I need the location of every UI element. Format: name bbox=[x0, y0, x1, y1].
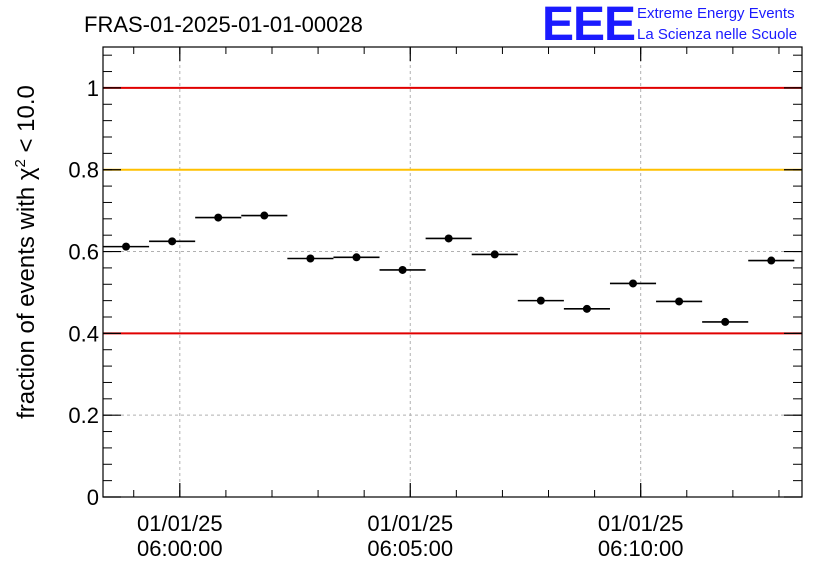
x-tick-time-label: 06:10:00 bbox=[598, 536, 684, 561]
y-tick-label: 0.6 bbox=[68, 240, 99, 265]
tick-labels: 00.20.40.60.8101/01/2506:00:0001/01/2506… bbox=[68, 76, 683, 561]
data-points bbox=[103, 211, 795, 326]
data-point bbox=[122, 242, 131, 251]
plot-frame bbox=[102, 46, 803, 498]
data-point bbox=[168, 237, 177, 246]
logo-tagline-2: La Scienza nelle Scuole bbox=[637, 26, 797, 43]
eee-logo: EEE bbox=[542, 0, 635, 51]
data-point bbox=[352, 253, 361, 262]
y-axis-title: fraction of events with χ2 < 10.0 bbox=[12, 85, 40, 419]
data-point bbox=[767, 256, 776, 265]
x-tick-date-label: 01/01/25 bbox=[598, 511, 684, 536]
y-tick-label: 0.8 bbox=[68, 158, 99, 183]
data-point bbox=[398, 265, 407, 274]
data-point bbox=[306, 254, 315, 263]
axis-ticks bbox=[103, 47, 802, 498]
grid-lines bbox=[103, 47, 802, 497]
x-tick-time-label: 06:00:00 bbox=[137, 536, 223, 561]
y-tick-label: 0.4 bbox=[68, 321, 99, 346]
data-point bbox=[490, 250, 499, 259]
y-tick-label: 1 bbox=[87, 76, 99, 101]
y-tick-label: 0 bbox=[87, 485, 99, 510]
x-tick-time-label: 06:05:00 bbox=[367, 536, 453, 561]
data-point bbox=[214, 213, 223, 222]
x-tick-date-label: 01/01/25 bbox=[367, 511, 453, 536]
data-point bbox=[260, 211, 269, 220]
data-point bbox=[629, 279, 638, 288]
data-point bbox=[444, 234, 453, 243]
data-point bbox=[582, 304, 591, 313]
x-tick-date-label: 01/01/25 bbox=[137, 511, 223, 536]
y-tick-label: 0.2 bbox=[68, 403, 99, 428]
data-point bbox=[675, 297, 684, 306]
data-point bbox=[721, 317, 730, 326]
data-point bbox=[536, 296, 545, 305]
logo-tagline-1: Extreme Energy Events bbox=[637, 5, 795, 22]
reference-lines bbox=[103, 86, 802, 335]
chart-title: FRAS-01-2025-01-01-00028 bbox=[84, 12, 363, 37]
